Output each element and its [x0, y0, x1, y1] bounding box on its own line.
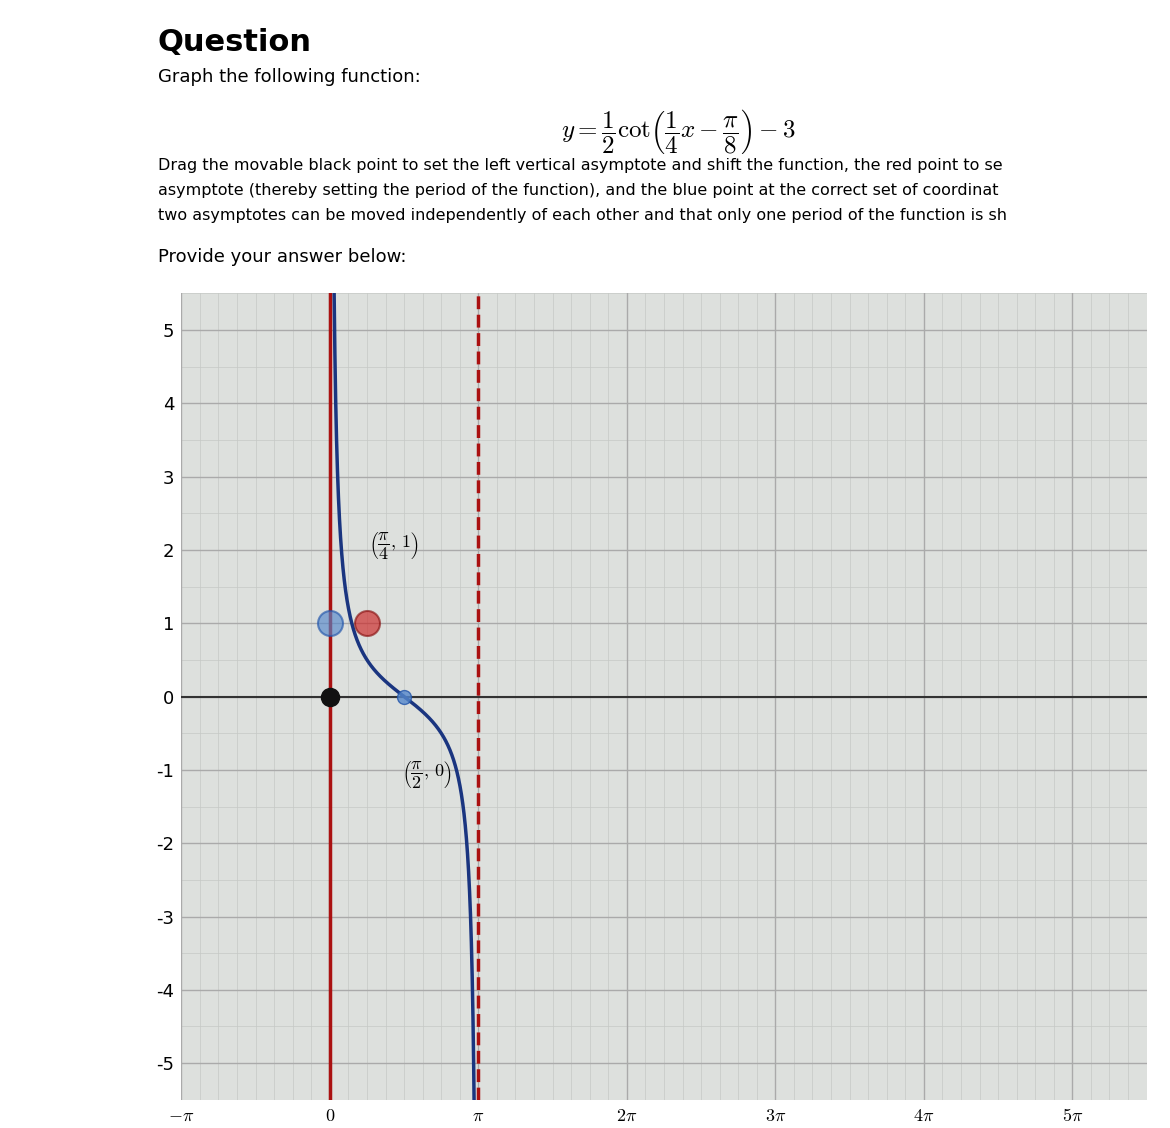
- Text: $\left(\dfrac{\pi}{2},\,0\right)$: $\left(\dfrac{\pi}{2},\,0\right)$: [401, 759, 450, 790]
- Text: $y = \dfrac{1}{2}\cot\!\left(\dfrac{1}{4}x - \dfrac{\pi}{8}\right) - 3$: $y = \dfrac{1}{2}\cot\!\left(\dfrac{1}{4…: [562, 107, 796, 156]
- Text: Drag the movable black point to set the left vertical asymptote and shift the fu: Drag the movable black point to set the …: [158, 158, 1003, 173]
- Text: $\left(\dfrac{\pi}{4},\,1\right)$: $\left(\dfrac{\pi}{4},\,1\right)$: [370, 530, 419, 561]
- Text: Provide your answer below:: Provide your answer below:: [158, 248, 406, 266]
- Text: two asymptotes can be moved independently of each other and that only one period: two asymptotes can be moved independentl…: [158, 208, 1007, 222]
- Text: Question: Question: [158, 28, 312, 58]
- Text: Graph the following function:: Graph the following function:: [158, 68, 421, 86]
- Text: asymptote (thereby setting the period of the function), and the blue point at th: asymptote (thereby setting the period of…: [158, 183, 998, 197]
